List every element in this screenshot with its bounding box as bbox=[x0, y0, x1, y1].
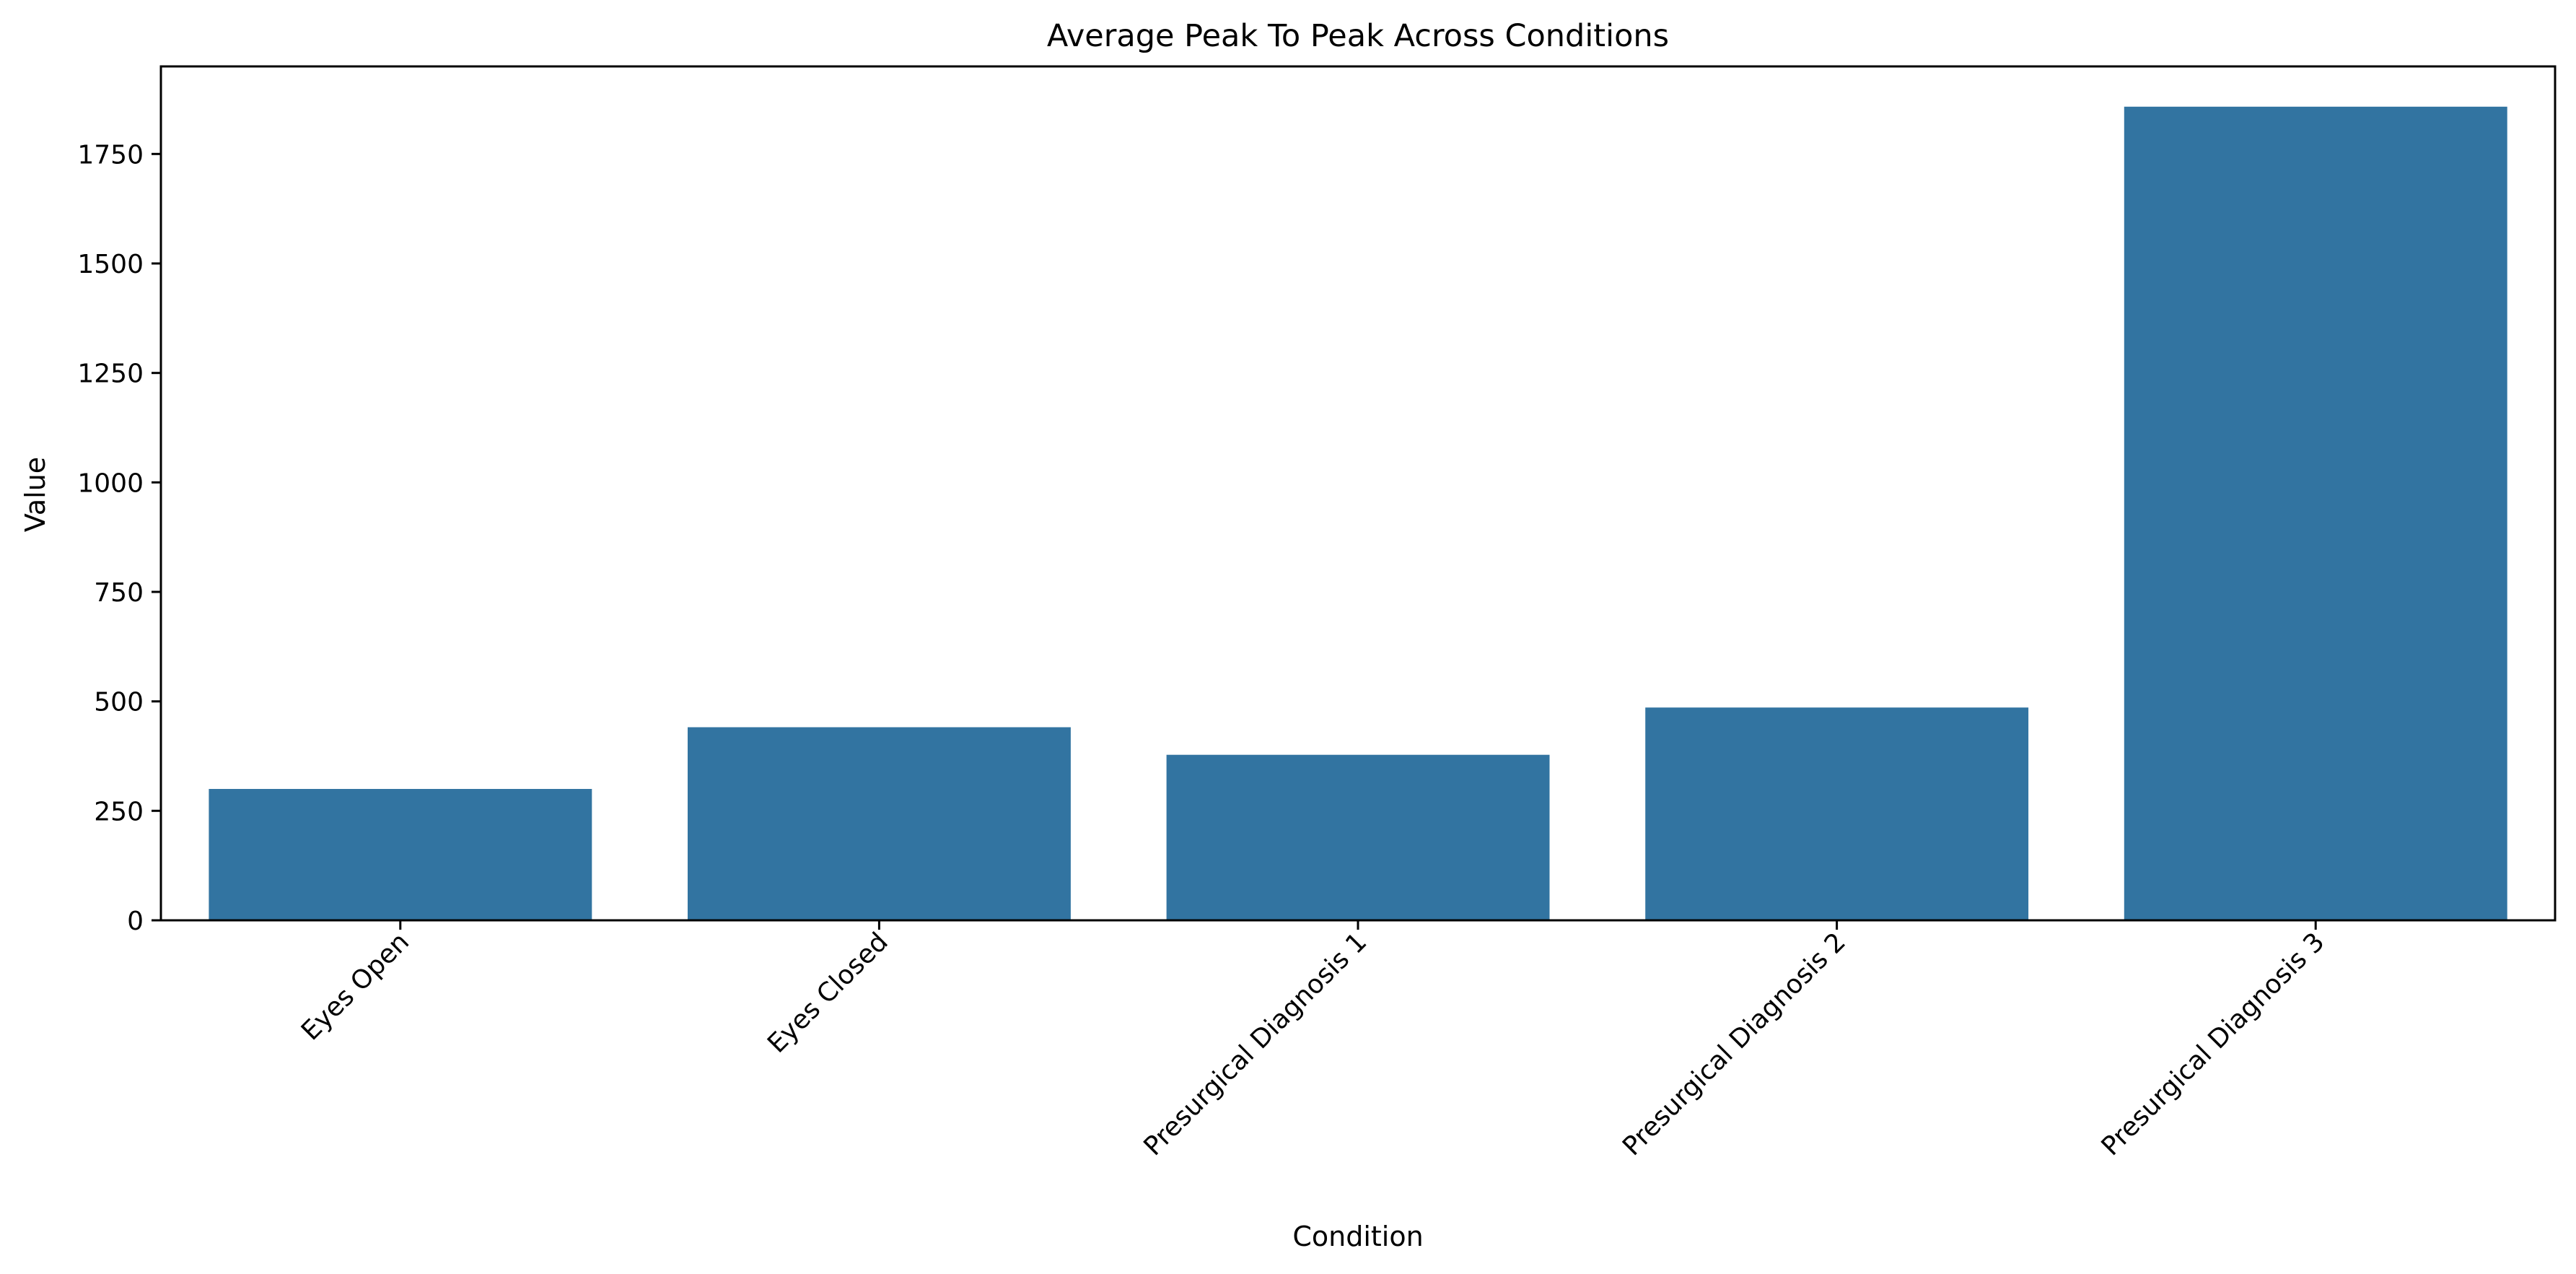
y-tick-label: 250 bbox=[94, 797, 144, 826]
y-tick-label: 1000 bbox=[77, 468, 144, 498]
y-tick-label: 500 bbox=[94, 688, 144, 717]
bar-presurgical-diagnosis-2 bbox=[1645, 707, 2029, 920]
y-tick-label: 0 bbox=[127, 907, 144, 936]
bar-presurgical-diagnosis-3 bbox=[2124, 106, 2507, 920]
y-axis-label: Value bbox=[19, 457, 51, 532]
bar-eyes-closed bbox=[688, 727, 1071, 920]
y-tick-label: 750 bbox=[94, 578, 144, 608]
x-tick-label: Eyes Closed bbox=[762, 927, 894, 1059]
x-axis-label: Condition bbox=[1292, 1221, 1423, 1252]
x-tick-label: Presurgical Diagnosis 2 bbox=[1617, 927, 1852, 1161]
x-tick-label: Presurgical Diagnosis 1 bbox=[1138, 927, 1372, 1161]
ticks-layer: 0 250 500 750 1000 1250 1500 1750 Eyes Open Eyes … bbox=[77, 140, 2330, 1161]
bar-presurgical-diagnosis-1 bbox=[1166, 754, 1550, 920]
y-tick-label: 1750 bbox=[77, 140, 144, 170]
bar-eyes-open bbox=[209, 789, 592, 920]
y-tick-label: 1500 bbox=[77, 250, 144, 279]
plot-frame bbox=[159, 65, 2557, 922]
x-tick-label: Eyes Open bbox=[296, 927, 415, 1046]
x-tick-label: Presurgical Diagnosis 3 bbox=[2096, 927, 2331, 1161]
bars-layer bbox=[209, 106, 2507, 920]
chart-title: Average Peak To Peak Across Conditions bbox=[1047, 18, 1669, 54]
y-tick-label: 1250 bbox=[77, 359, 144, 389]
